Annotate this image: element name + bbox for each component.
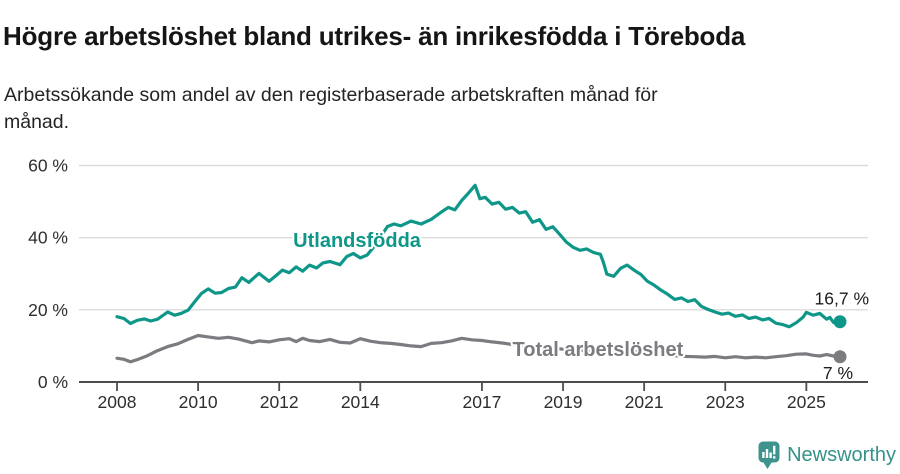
series-end-value-utlandsfodda: 16,7 % — [815, 289, 869, 309]
series-end-dot-utlandsfodda — [833, 315, 847, 329]
newsworthy-wordmark: Newsworthy — [787, 444, 896, 466]
x-tick-label: 2017 — [462, 392, 501, 412]
chart-title: Högre arbetslöshet bland utrikes- än inr… — [3, 21, 746, 52]
x-tick-label: 2023 — [706, 392, 745, 412]
x-tick-label: 2014 — [341, 392, 380, 412]
series-end-dot-total-arbetsloshet — [833, 350, 847, 364]
series-end-value-total-arbetsloshet: 7 % — [823, 363, 853, 383]
series-label-total-arbetsloshet: Total arbetslöshet — [513, 339, 684, 361]
x-tick-label: 2025 — [787, 392, 826, 412]
x-tick-label: 2019 — [544, 392, 583, 412]
newsworthy-bubble-bar-chart-icon — [758, 441, 780, 469]
series-label-utlandsfodda: Utlandsfödda — [293, 230, 422, 252]
newsworthy-logo: Newsworthy — [758, 440, 896, 470]
y-tick-label: 60 % — [28, 156, 68, 176]
x-tick-label: 2021 — [625, 392, 664, 412]
series-line-utlandsfodda — [115, 183, 842, 329]
x-tick-label: 2012 — [260, 392, 299, 412]
x-tick-label: 2010 — [179, 392, 218, 412]
y-tick-label: 20 % — [28, 300, 68, 320]
x-tick-label: 2008 — [98, 392, 137, 412]
y-tick-label: 0 % — [38, 372, 68, 392]
series-line-total-arbetsloshet — [115, 333, 842, 364]
y-tick-label: 40 % — [28, 228, 68, 248]
chart-subtitle: Arbetssökande som andel av den registerb… — [4, 83, 658, 133]
